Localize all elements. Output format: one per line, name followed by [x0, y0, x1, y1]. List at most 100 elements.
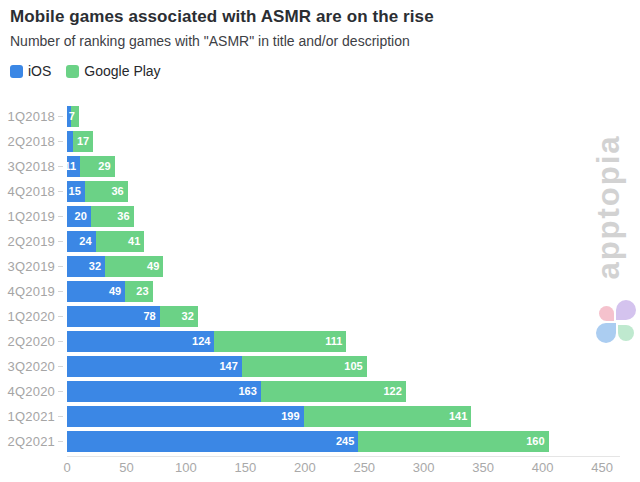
y-axis-tick — [58, 316, 63, 317]
x-axis-tick-label: 50 — [119, 460, 133, 475]
bar-stack: 2036 — [67, 206, 134, 227]
bar-segment-google-play: 36 — [91, 206, 134, 227]
bar-stack: 147 105 — [67, 356, 367, 377]
y-axis-tick — [58, 141, 63, 142]
bar-value-label: 29 — [98, 156, 114, 177]
bar-value-label: 141 — [449, 406, 471, 427]
bar-stack: 7 — [67, 106, 79, 127]
bar-segment-google-play: 141 — [304, 406, 472, 427]
apptopia-logo-icon — [596, 296, 638, 346]
bar-segment-ios: 163 — [67, 381, 261, 402]
y-axis-tick — [58, 116, 63, 117]
logo-petal-bottom-left — [596, 323, 616, 343]
bar-stack: 49 23 — [67, 281, 153, 302]
legend: iOS Google Play — [10, 63, 161, 79]
y-axis-label: 2Q2018 — [0, 134, 55, 149]
y-axis-label: 2Q2020 — [0, 334, 55, 349]
bar-segment-google-play: 122 — [261, 381, 406, 402]
chart-row: 4Q2020 163 122 — [0, 379, 640, 404]
y-axis-tick — [58, 166, 63, 167]
chart-row: 2Q2020 124111 — [0, 329, 640, 354]
chart-row: 4Q20181536 — [0, 179, 640, 204]
bar-value-label: 147 — [219, 356, 241, 377]
bar-segment-google-play: 17 — [73, 131, 93, 152]
bar-value-label: 105 — [344, 356, 366, 377]
logo-petal-top-left — [599, 306, 614, 321]
bar-segment-google-play: 41 — [96, 231, 145, 252]
bar-segment-google-play: 111 — [214, 331, 346, 352]
bar-stack: 199 141 — [67, 406, 471, 427]
y-axis-label: 2Q2021 — [0, 434, 55, 449]
bar-value-label: 36 — [117, 206, 133, 227]
chart-row: 3Q2020 147 105 — [0, 354, 640, 379]
legend-label: iOS — [28, 63, 51, 79]
bar-segment-ios: 20 — [67, 206, 91, 227]
bar-value-label: 24 — [79, 231, 95, 252]
bar-segment-google-play: 36 — [85, 181, 128, 202]
x-axis-line — [67, 456, 620, 457]
chart-row: 2Q2018 17 — [0, 129, 640, 154]
y-axis-label: 1Q2021 — [0, 409, 55, 424]
bar-stack: 17 — [67, 131, 93, 152]
x-axis-tick-label: 250 — [353, 460, 375, 475]
y-axis-label: 3Q2020 — [0, 359, 55, 374]
bar-segment-ios: 245 — [67, 431, 358, 452]
bar-segment-ios: 24 — [67, 231, 96, 252]
bar-value-label: 122 — [383, 381, 405, 402]
y-axis-tick — [58, 191, 63, 192]
legend-item-google-play: Google Play — [66, 63, 160, 79]
y-axis-label: 1Q2018 — [0, 109, 55, 124]
bar-segment-ios: 49 — [67, 281, 125, 302]
chart-row: 1Q2018 7 — [0, 104, 640, 129]
y-axis-label: 4Q2020 — [0, 384, 55, 399]
legend-label: Google Play — [84, 63, 160, 79]
apptopia-watermark-text: apptopia — [591, 122, 625, 292]
legend-swatch-icon — [10, 65, 23, 78]
bar-segment-google-play: 7 — [71, 106, 79, 127]
bar-stack: 124111 — [67, 331, 346, 352]
x-axis-tick-label: 150 — [234, 460, 256, 475]
y-axis-label: 3Q2019 — [0, 259, 55, 274]
bar-stack: 245 160 — [67, 431, 549, 452]
y-axis-label: 4Q2018 — [0, 184, 55, 199]
y-axis-tick — [58, 416, 63, 417]
bar-stack: 11 29 — [67, 156, 115, 177]
bar-value-label: 245 — [336, 431, 358, 452]
bar-segment-ios: 32 — [67, 256, 105, 277]
y-axis-label: 1Q2019 — [0, 209, 55, 224]
bar-value-label: 23 — [136, 281, 152, 302]
bar-segment-ios: 15 — [67, 181, 85, 202]
bar-segment-google-play: 105 — [242, 356, 367, 377]
logo-petal-bottom-right — [618, 325, 634, 341]
y-axis-label: 4Q2019 — [0, 284, 55, 299]
bar-segment-ios: 11 — [67, 156, 80, 177]
bar-stack: 1536 — [67, 181, 128, 202]
bar-value-label: 17 — [77, 131, 93, 152]
bar-value-label: 32 — [89, 256, 105, 277]
chart-rows: 1Q201872Q2018173Q201811294Q201815361Q201… — [0, 104, 640, 454]
y-axis-tick — [58, 441, 63, 442]
bar-value-label: 78 — [143, 306, 159, 327]
bar-segment-google-play: 29 — [80, 156, 114, 177]
bar-value-label: 11 — [64, 156, 80, 177]
chart-canvas: Mobile games associated with ASMR are on… — [0, 0, 640, 482]
x-axis-tick-label: 400 — [532, 460, 554, 475]
y-axis-tick — [58, 216, 63, 217]
bar-segment-ios: 199 — [67, 406, 304, 427]
bar-segment-ios: 147 — [67, 356, 242, 377]
x-axis-tick-label: 350 — [472, 460, 494, 475]
bar-value-label: 36 — [111, 181, 127, 202]
bar-stack: 163 122 — [67, 381, 406, 402]
y-axis-tick — [58, 341, 63, 342]
chart-row: 1Q2020 78 32 — [0, 304, 640, 329]
chart-row: 3Q20181129 — [0, 154, 640, 179]
chart-row: 3Q2019 32 49 — [0, 254, 640, 279]
bar-value-label: 160 — [526, 431, 548, 452]
bar-stack: 32 49 — [67, 256, 163, 277]
legend-item-ios: iOS — [10, 63, 51, 79]
bar-value-label: 32 — [182, 306, 198, 327]
chart-row: 2Q20192441 — [0, 229, 640, 254]
y-axis-label: 1Q2020 — [0, 309, 55, 324]
bar-value-label: 49 — [147, 256, 163, 277]
x-axis-tick-label: 200 — [294, 460, 316, 475]
